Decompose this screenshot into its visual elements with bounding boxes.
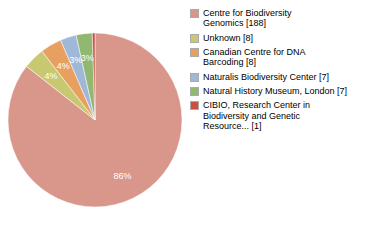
html-text:Natural History Museum, London: Natural History Museum, London [7] [203, 86, 348, 97]
svg-text:86%: 86% [113, 171, 131, 181]
html-text:CIBIO, Research Center in Biod: CIBIO, Research Center in Biodiversity a… [203, 100, 310, 132]
html-text:Canadian Centre for DNA Barcod: Canadian Centre for DNA Barcoding [8] [203, 47, 306, 68]
html-text:Naturalis Biodiversity Center: Naturalis Biodiversity Center [7] [203, 71, 330, 82]
svg-text:4%: 4% [57, 61, 70, 71]
svg-text:3%: 3% [81, 53, 94, 63]
html-text:Centre for Biodiversity Genomi: Centre for Biodiversity Genomics [188] [203, 8, 292, 29]
svg-text:3%: 3% [69, 55, 83, 66]
svg-text:4%: 4% [44, 71, 57, 81]
html-text:Unknown [8]: Unknown [8] [203, 32, 253, 43]
